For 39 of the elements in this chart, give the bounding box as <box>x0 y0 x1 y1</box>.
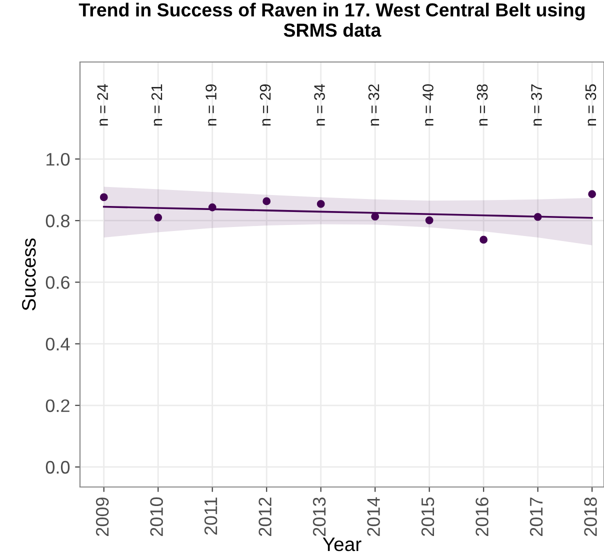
x-tick-label: 2017 <box>530 498 543 536</box>
x-tick-label: 2018 <box>584 498 597 536</box>
annotation: n = 21 <box>151 84 162 126</box>
point <box>100 193 108 202</box>
x-tick-label: 2013 <box>312 498 326 536</box>
annotation: n = 38 <box>476 84 488 126</box>
x-tick-label: 2015 <box>421 497 434 536</box>
point <box>588 190 596 198</box>
x-tick-label: 2014 <box>367 497 380 536</box>
y-tick-label: 1.0 <box>46 152 70 166</box>
x-tick-label: 2012 <box>258 498 272 536</box>
annotation: n = 24 <box>97 84 108 126</box>
y-tick-label: 0.0 <box>46 460 70 474</box>
chart-title: Trend in Success of Raven in 17. West Central Belt using SRMS data <box>78 2 585 37</box>
point <box>208 203 216 212</box>
annotation: n = 19 <box>206 84 216 126</box>
point <box>425 216 434 224</box>
x-tick-label: 2010 <box>150 497 163 536</box>
annotation: n = 34 <box>314 84 325 126</box>
x-tick-label: 2009 <box>96 498 109 536</box>
y-tick-label: 0.8 <box>46 214 70 228</box>
point <box>262 197 271 206</box>
point <box>154 214 162 222</box>
point <box>371 212 380 221</box>
point <box>316 200 325 208</box>
annotation: n = 32 <box>368 84 380 126</box>
annotation: n = 40 <box>422 84 434 126</box>
y-tick-label: 0.6 <box>46 276 70 289</box>
annotation: n = 35 <box>585 84 596 126</box>
y-tick-label: 0.2 <box>46 399 70 412</box>
y-tick-label: 0.4 <box>46 338 70 351</box>
point <box>534 212 542 221</box>
annotation: n = 29 <box>260 84 271 126</box>
x-tick-label: 2016 <box>476 498 488 536</box>
annotation: n = 37 <box>531 84 542 126</box>
y-axis-title: Success <box>22 238 36 310</box>
x-tick-label: 2011 <box>204 498 218 535</box>
x-axis-title: Year <box>322 538 362 552</box>
point <box>480 236 488 244</box>
